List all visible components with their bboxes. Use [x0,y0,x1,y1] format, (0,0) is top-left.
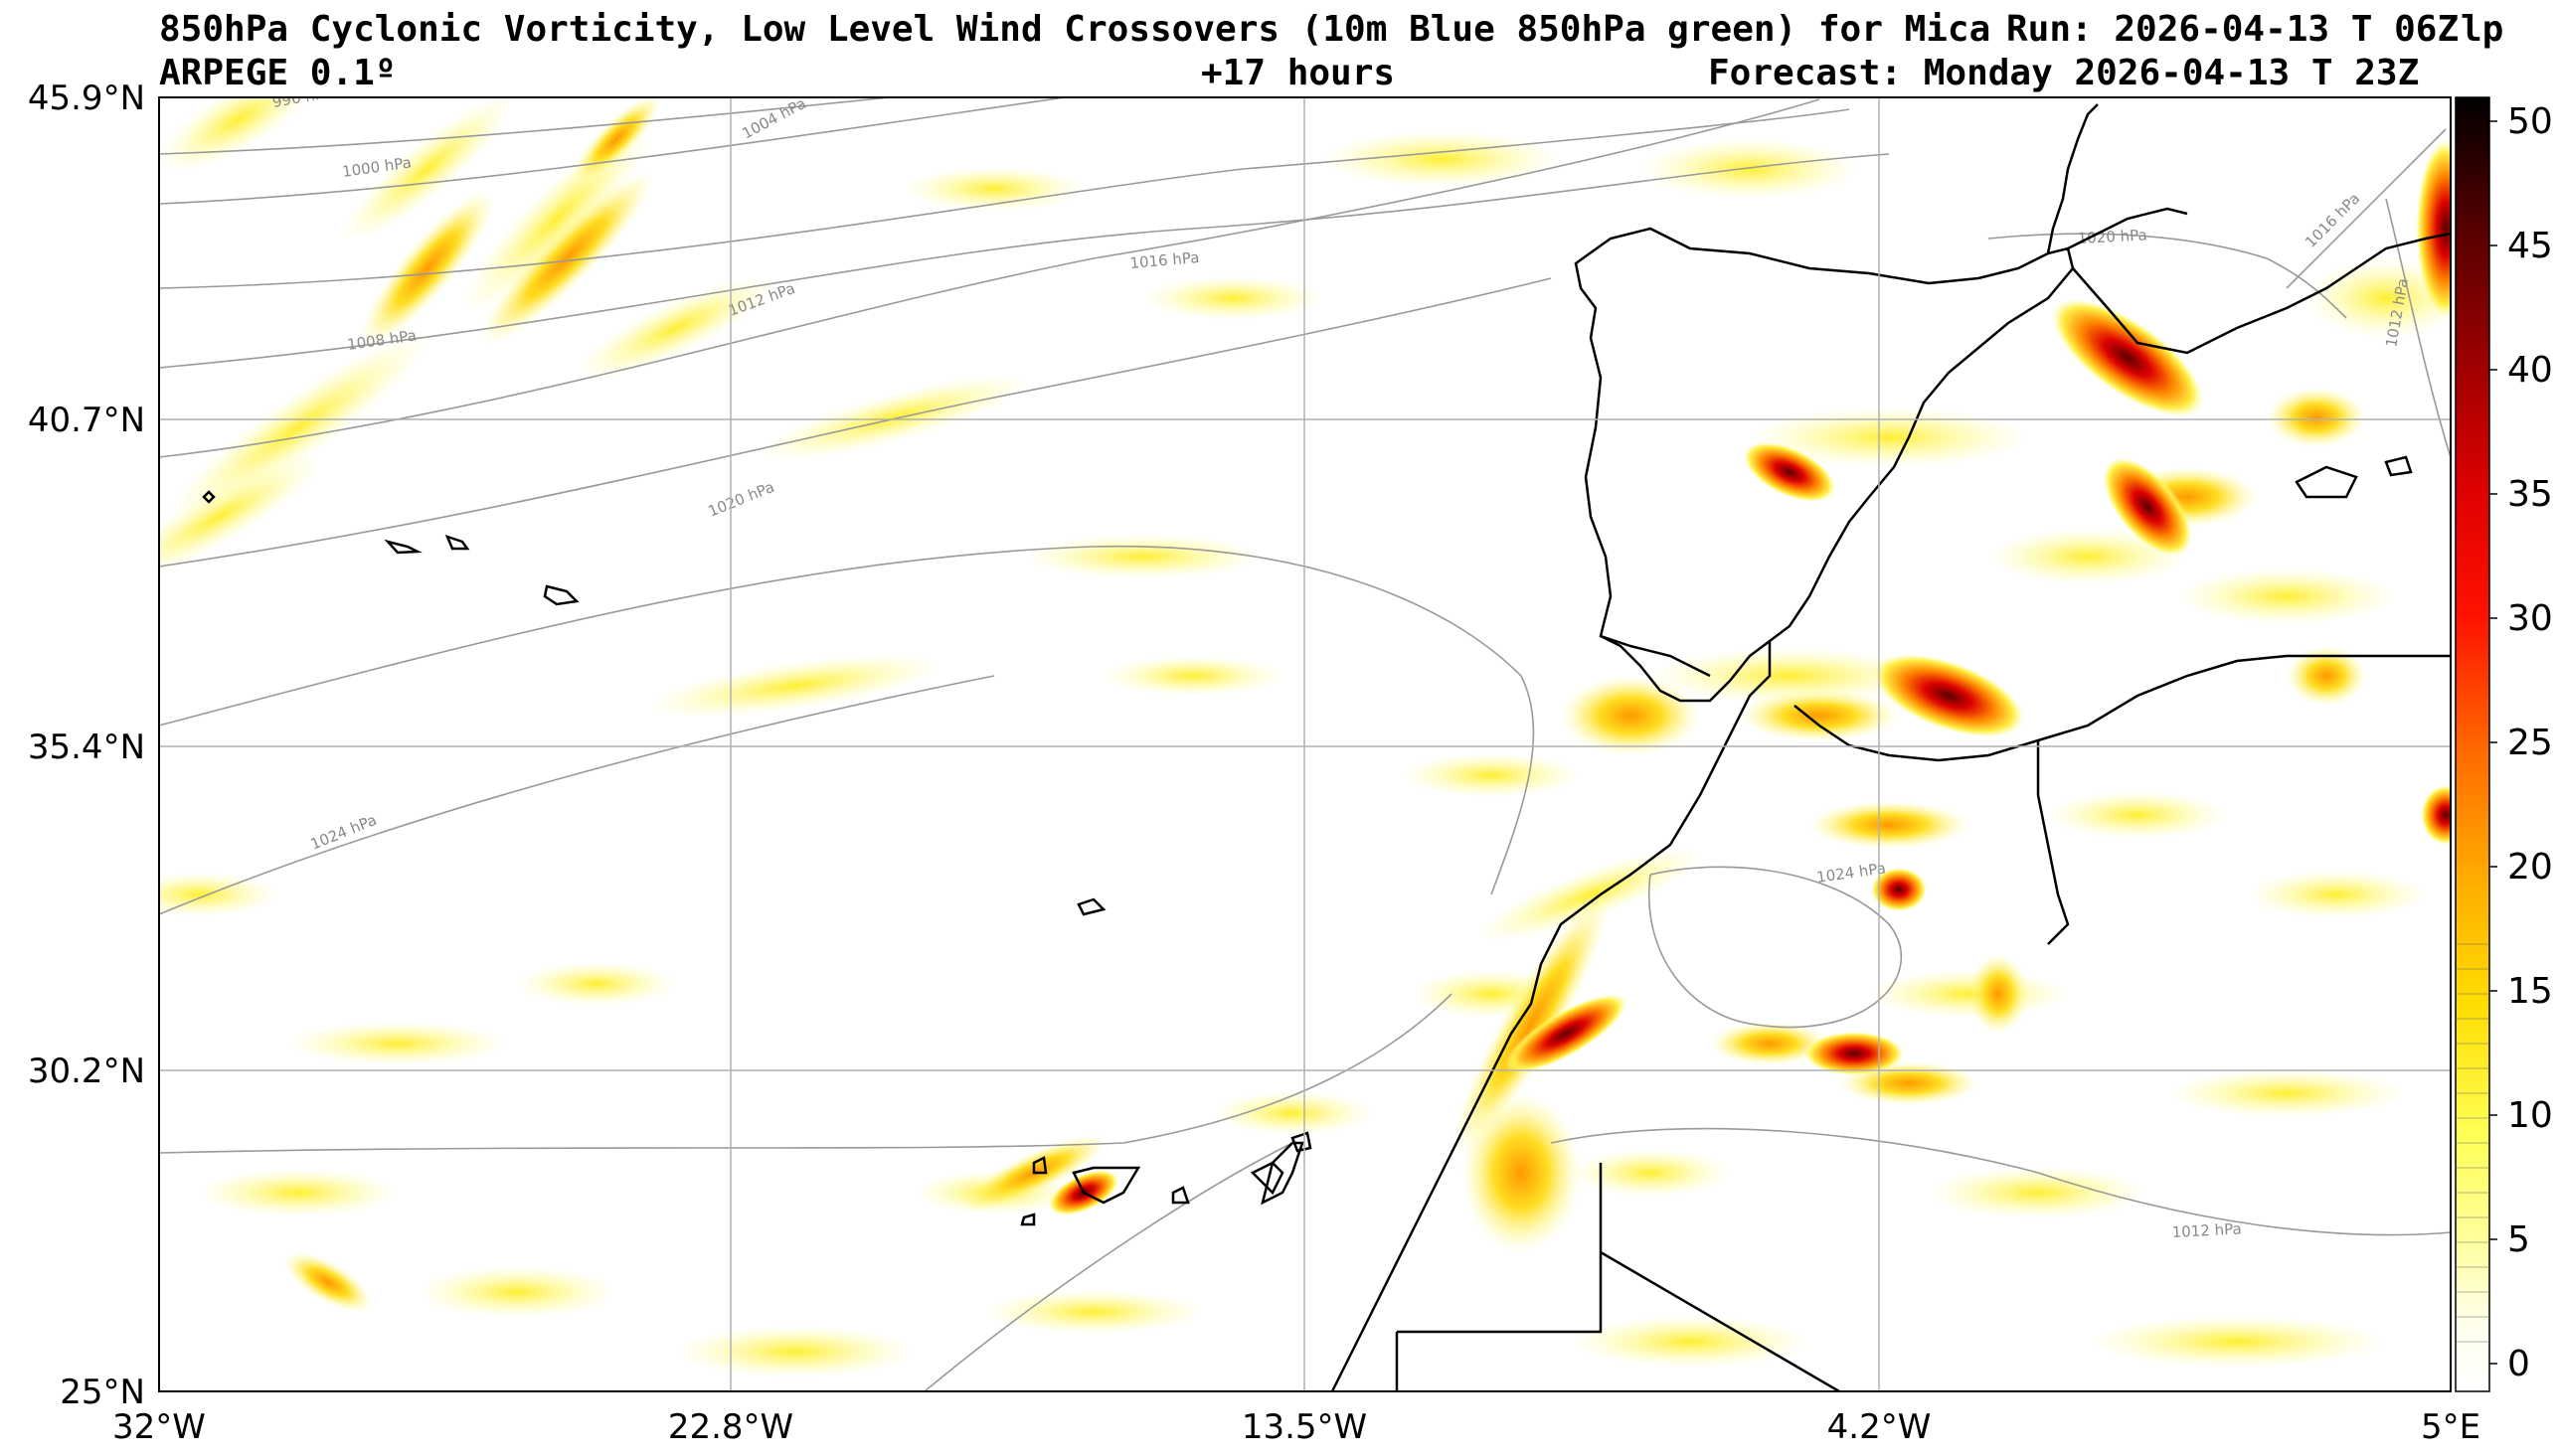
colorbar-tick-labels: 50 45 40 35 30 25 20 15 10 5 0 [2507,101,2553,1384]
svg-text:45: 45 [2507,226,2553,266]
svg-text:15: 15 [2507,971,2553,1012]
lat-label-30-2n: 30.2°N [28,1052,145,1091]
lat-label-25n: 25°N [60,1373,145,1412]
chart-title: 850hPa Cyclonic Vorticity, Low Level Win… [159,9,1991,50]
svg-text:0: 0 [2507,1344,2530,1384]
lat-label-35-4n: 35.4°N [28,728,145,767]
lon-label-13-5w: 13.5°W [1242,1407,1367,1447]
svg-text:40: 40 [2507,350,2553,391]
lon-label-22-8w: 22.8°W [668,1407,793,1447]
svg-text:1012 hPa: 1012 hPa [2171,1219,2242,1241]
title-tail: lp [2461,9,2504,50]
lat-label-40-7n: 40.7°N [28,401,145,440]
vorticity-field: 996 hPa 1000 hPa 1004 hPa 1008 hPa 1012 … [159,97,2451,1391]
svg-text:25: 25 [2507,723,2553,763]
latitude-labels: 45.9°N 40.7°N 35.4°N 30.2°N 25°N [28,79,145,1412]
svg-text:1020 hPa: 1020 hPa [2077,226,2147,247]
svg-text:35: 35 [2507,474,2553,515]
svg-text:30: 30 [2507,598,2553,639]
run-time-label: Run: 2026-04-13 T 06Z [2006,9,2460,50]
lon-label-5e: 5°E [2421,1407,2480,1447]
colorbar: 50 45 40 35 30 25 20 15 10 5 0 [2455,96,2553,1392]
model-label: ARPEGE 0.1º [159,53,397,93]
longitude-labels: 32°W 22.8°W 13.5°W 4.2°W 5°E [112,1407,2480,1447]
gridlines [159,97,2451,1391]
lat-label-45-9n: 45.9°N [28,79,145,118]
svg-text:5: 5 [2507,1219,2530,1260]
valid-time-label: Forecast: Monday 2026-04-13 T 23Z [1708,53,2420,93]
coastlines [202,103,2451,1391]
map-frame [158,96,2452,1392]
lead-time-label: +17 hours [1201,53,1396,93]
lon-label-4-2w: 4.2°W [1827,1407,1932,1447]
colorbar-ticks [2489,120,2497,1365]
colorbar-bands [2456,943,2489,1343]
svg-text:10: 10 [2507,1095,2553,1136]
lon-label-32w: 32°W [112,1407,206,1447]
svg-text:50: 50 [2507,101,2553,142]
svg-text:20: 20 [2507,847,2553,888]
isobars [159,97,2451,1391]
